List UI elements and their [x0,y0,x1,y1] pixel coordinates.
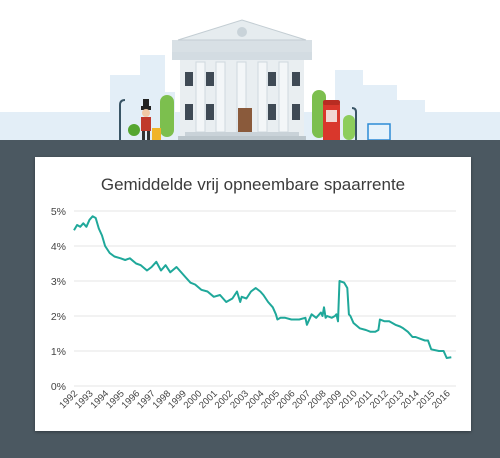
chart-title: Gemiddelde vrij opneembare spaarrente [100,175,406,194]
banker-figure [128,99,161,140]
street-lamps [119,99,357,140]
y-tick-label: 1% [51,346,66,358]
phone-booth [323,100,340,140]
trees [160,90,355,140]
bus-stop-sign [367,123,391,141]
bank-illustration [0,0,500,150]
ground [0,140,500,150]
x-tick-label: 2016 [430,388,453,411]
y-tick-label: 4% [51,241,66,253]
x-axis-ticks: 1992199319941995199619971998199920002001… [57,388,452,411]
y-tick-label: 2% [51,311,66,323]
chart-card: Gemiddelde vrij opneembare spaarrente 0%… [35,157,471,431]
series-line [73,215,452,359]
grid-lines [74,210,456,387]
y-tick-label: 3% [51,276,66,288]
bank-scene-svg [0,0,500,150]
y-tick-label: 0% [51,381,66,393]
y-tick-label: 5% [51,206,66,218]
bank-building [172,19,312,143]
line-chart: 0% 1% 2% 3% 4% 5% 199219931994199519961997199… [51,206,456,411]
y-axis-ticks: 0% 1% 2% 3% 4% 5% [51,206,66,393]
bank-door [238,108,252,133]
series-group [73,215,452,359]
